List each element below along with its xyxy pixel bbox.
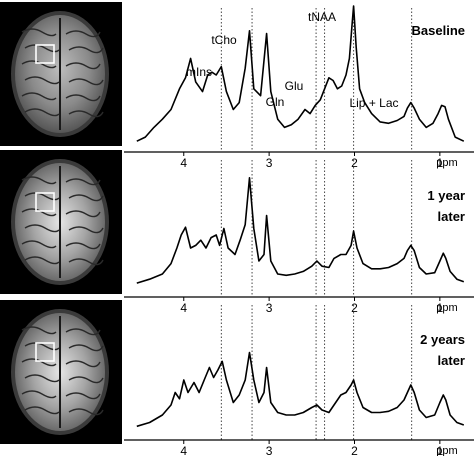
x-tick-label: 2 bbox=[351, 156, 358, 170]
x-tick-label: 4 bbox=[180, 301, 187, 315]
sulcus-right bbox=[65, 242, 101, 250]
sulcus-left bbox=[24, 374, 60, 383]
sulcus-left bbox=[21, 208, 57, 217]
sulcus-right bbox=[68, 46, 104, 54]
x-tick-label: 3 bbox=[266, 156, 273, 170]
mri-image bbox=[0, 300, 122, 444]
voxel-box bbox=[35, 192, 55, 212]
metabolite-label: Lip + Lac bbox=[349, 96, 398, 110]
sulcus-left bbox=[21, 60, 57, 69]
sulcus-right bbox=[68, 376, 104, 384]
metabolite-label: tCho bbox=[211, 33, 237, 47]
spectrum-trace bbox=[136, 351, 465, 428]
x-unit-label: ppm bbox=[436, 157, 457, 169]
x-tick-label: 4 bbox=[180, 156, 187, 170]
x-tick-label: 2 bbox=[351, 301, 358, 315]
sulcus-right bbox=[68, 344, 104, 352]
x-tick-label: 1 bbox=[437, 444, 444, 456]
sulcus-right bbox=[65, 392, 101, 400]
sulcus-right bbox=[65, 94, 101, 102]
panel-label: later bbox=[438, 209, 465, 224]
sulcus-right bbox=[65, 360, 101, 368]
spectrum-trace bbox=[136, 177, 465, 284]
sulcus-left bbox=[21, 326, 57, 335]
sulcus-right bbox=[68, 78, 104, 86]
sulcus-left bbox=[21, 390, 57, 399]
sulcus-left bbox=[21, 240, 57, 249]
sulcus-left bbox=[24, 76, 60, 85]
x-tick-label: 2 bbox=[351, 444, 358, 456]
x-tick-label: 3 bbox=[266, 301, 273, 315]
panel-label: later bbox=[438, 353, 465, 368]
panel-label: Baseline bbox=[412, 23, 465, 38]
x-tick-label: 3 bbox=[266, 444, 273, 456]
spectrum-trace bbox=[136, 5, 465, 142]
voxel-box bbox=[35, 342, 55, 362]
x-unit-label: ppm bbox=[436, 445, 457, 456]
sulcus-left bbox=[24, 406, 60, 415]
metabolite-label: tNAA bbox=[308, 10, 336, 24]
sulcus-right bbox=[65, 178, 101, 186]
sulcus-left bbox=[21, 28, 57, 37]
sulcus-right bbox=[65, 30, 101, 38]
sulcus-right bbox=[68, 110, 104, 118]
sulcus-left bbox=[24, 224, 60, 233]
panel-label: 2 years bbox=[420, 332, 465, 347]
metabolite-label: Glu bbox=[285, 79, 304, 93]
voxel-box bbox=[35, 44, 55, 64]
sulcus-right bbox=[68, 194, 104, 202]
panel-label: 1 year bbox=[427, 188, 465, 203]
x-tick-label: 4 bbox=[180, 444, 187, 456]
metabolite-label: Gln bbox=[266, 95, 285, 109]
mri-image bbox=[0, 150, 122, 294]
sulcus-left bbox=[24, 256, 60, 265]
x-tick-label: 1 bbox=[437, 301, 444, 315]
sulcus-left bbox=[21, 358, 57, 367]
x-tick-label: 1 bbox=[437, 156, 444, 170]
sulcus-right bbox=[68, 408, 104, 416]
sulcus-left bbox=[24, 342, 60, 351]
metabolite-label: mIns bbox=[186, 65, 212, 79]
sulcus-right bbox=[65, 210, 101, 218]
sulcus-left bbox=[24, 108, 60, 117]
sulcus-left bbox=[24, 192, 60, 201]
x-unit-label: ppm bbox=[436, 302, 457, 314]
sulcus-right bbox=[65, 62, 101, 70]
sulcus-left bbox=[24, 44, 60, 53]
sulcus-right bbox=[68, 226, 104, 234]
sulcus-left bbox=[21, 92, 57, 101]
sulcus-right bbox=[65, 328, 101, 336]
sulcus-left bbox=[21, 176, 57, 185]
sulcus-right bbox=[68, 258, 104, 266]
mri-image bbox=[0, 2, 122, 146]
